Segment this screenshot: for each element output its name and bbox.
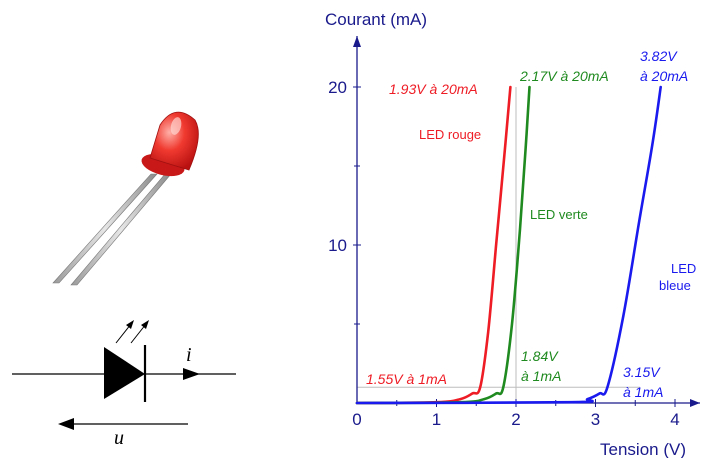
series-line-led-bleue (355, 85, 662, 405)
led-body (149, 111, 199, 171)
y-axis-arrowhead (353, 36, 361, 47)
led-schematic: i u (12, 320, 236, 449)
x-axis-arrowhead (690, 399, 700, 407)
x-axis-title: Tension (V) (600, 440, 686, 458)
current-symbol: i (186, 344, 192, 366)
y-axis-title: Courant (mA) (325, 10, 427, 29)
y-axis: 10 20 Courant (mA) (325, 10, 427, 403)
reference-lines (357, 87, 640, 403)
anno-blue-1mA-2: à 1mA (623, 384, 663, 400)
curve-label-blue-1: LED (671, 261, 696, 276)
current-arrowhead (183, 368, 200, 380)
y-tick-label: 20 (328, 78, 347, 97)
light-ray-2-head (141, 320, 149, 329)
led-leg-left (52, 173, 158, 284)
curve-label-blue-2: bleue (659, 278, 691, 293)
anno-green-20mA: 2.17V à 20mA (519, 68, 609, 84)
series-layer (355, 85, 662, 405)
light-ray-1 (115, 323, 132, 344)
led-highlight (170, 117, 182, 135)
anno-red-20mA: 1.93V à 20mA (389, 81, 478, 97)
x-tick-label: 1 (432, 410, 441, 429)
anno-blue-1mA-1: 3.15V (623, 364, 661, 380)
voltage-arrowhead (58, 418, 74, 430)
led-leg-right (70, 173, 172, 286)
y-ticks: 10 20 (328, 78, 361, 325)
iv-chart: 0 1 2 3 4 Tension (V) 10 20 Courant (mA) LED … (325, 10, 700, 458)
curve-label-red: LED rouge (419, 127, 481, 142)
light-ray-1-head (126, 320, 134, 329)
anno-green-1mA-2: à 1mA (521, 368, 561, 384)
light-ray-2 (130, 323, 147, 344)
x-tick-label: 3 (591, 410, 600, 429)
anno-red-1mA: 1.55V à 1mA (366, 371, 447, 387)
led-photo (52, 111, 199, 286)
voltage-symbol: u (114, 427, 124, 449)
y-tick-label: 10 (328, 236, 347, 255)
x-axis: 0 1 2 3 4 Tension (V) (352, 399, 700, 458)
x-tick-label: 2 (511, 410, 520, 429)
x-tick-label: 4 (670, 410, 679, 429)
anno-blue-20mA-2: à 20mA (640, 68, 688, 84)
curve-label-green: LED verte (530, 207, 588, 222)
x-tick-label: 0 (352, 410, 361, 429)
diode-triangle (104, 347, 145, 399)
anno-blue-20mA-1: 3.82V (640, 48, 678, 64)
anno-green-1mA-1: 1.84V (521, 348, 559, 364)
